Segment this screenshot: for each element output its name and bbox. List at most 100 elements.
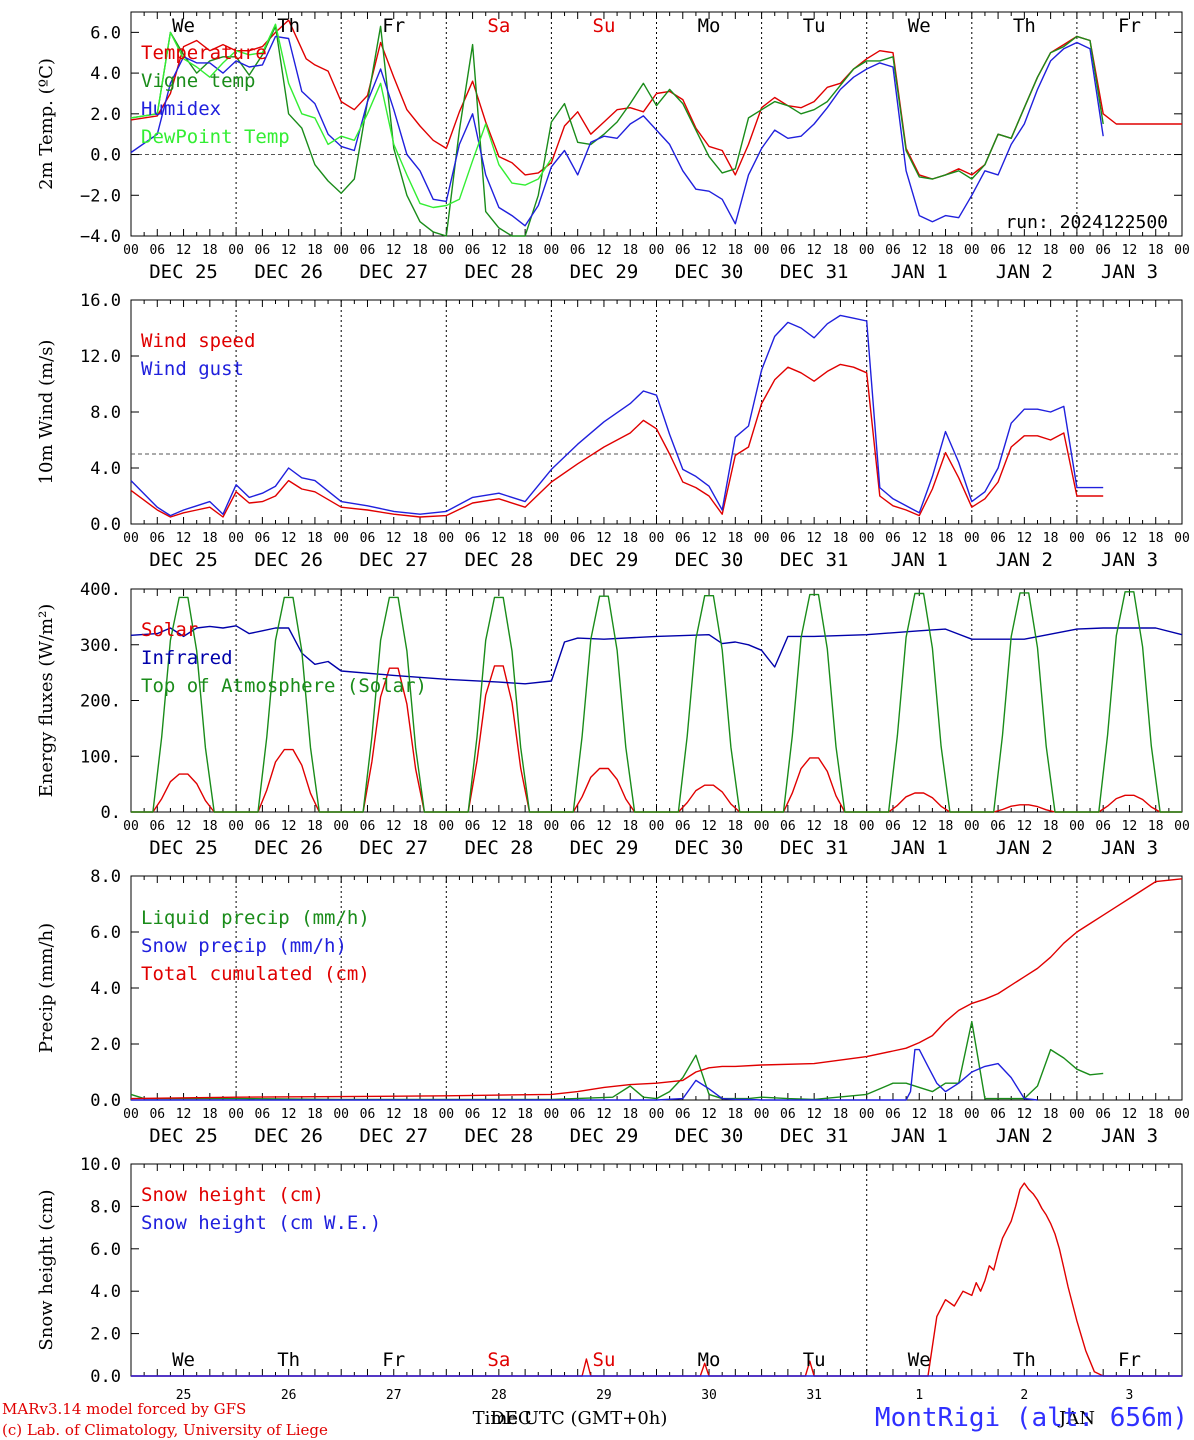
weekday-label: Fr xyxy=(1118,1349,1141,1371)
day-number: 30 xyxy=(701,1388,717,1403)
weekday-label: Tu xyxy=(803,1349,826,1371)
hour-tick-label: 00 xyxy=(754,531,770,546)
hour-tick-label: 18 xyxy=(412,819,428,834)
month-label-dec: DEC xyxy=(490,1408,531,1429)
panel-3: 0. 100. 200. 300. 400. Energy fluxes (W/m²) 00… xyxy=(36,580,1190,859)
hour-tick-label: 00 xyxy=(859,243,875,258)
hour-tick-label: 06 xyxy=(149,819,165,834)
hour-tick-label: 06 xyxy=(570,531,586,546)
lab-credit: (c) Lab. of Climatology, University of L… xyxy=(2,1421,328,1439)
day-label: DEC 26 xyxy=(254,549,323,571)
day-label: DEC 30 xyxy=(675,837,744,859)
day-label: DEC 30 xyxy=(675,261,744,283)
series-line-wind-gust xyxy=(130,314,1104,517)
day-number: 1 xyxy=(915,1388,923,1403)
legend-entry: Wind speed xyxy=(141,330,255,352)
hour-tick-label: 06 xyxy=(570,819,586,834)
station-name: MontRigi (alt: 656m) xyxy=(874,1403,1188,1433)
panel-1: −4.0 −2.0 0.0 2.0 4.0 6.0 2m Temp. (ºC) 00 06 12 1… xyxy=(36,11,1190,283)
hour-tick-label: 00 xyxy=(333,243,349,258)
hour-tick-label: 12 xyxy=(1122,819,1138,834)
hour-tick-label: 06 xyxy=(465,1107,481,1122)
hour-tick-label: 12 xyxy=(1122,243,1138,258)
hour-tick-label: 18 xyxy=(412,1107,428,1122)
hour-tick-label: 12 xyxy=(1017,819,1033,834)
legend-entry: Snow precip (mm/h) xyxy=(141,935,347,957)
hour-tick-label: 18 xyxy=(202,243,218,258)
day-label: DEC 31 xyxy=(780,1125,849,1147)
weekday-label: We xyxy=(172,15,195,37)
series-line-snow-height-cm- xyxy=(131,1182,1182,1377)
hour-tick-label: 12 xyxy=(281,1107,297,1122)
hour-tick-label: 06 xyxy=(465,819,481,834)
hour-tick-label: 00 xyxy=(228,819,244,834)
hour-tick-label: 12 xyxy=(806,1107,822,1122)
y-tick-label: 6.0 xyxy=(90,1240,121,1260)
legend-entry: Temperature xyxy=(141,42,267,64)
hour-tick-label: 18 xyxy=(727,1107,743,1122)
y-tick-label: 200. xyxy=(80,692,121,712)
hour-tick-label: 06 xyxy=(360,243,376,258)
hour-tick-label: 12 xyxy=(491,531,507,546)
hour-tick-label: 00 xyxy=(228,243,244,258)
hour-tick-label: 12 xyxy=(1122,1107,1138,1122)
panel-4: 0.0 2.0 4.0 6.0 8.0 Precip (mm/h) 00 06 12 18 00 06… xyxy=(36,867,1190,1147)
hour-tick-label: 00 xyxy=(964,531,980,546)
hour-tick-label: 00 xyxy=(859,1107,875,1122)
hour-tick-label: 00 xyxy=(1174,243,1190,258)
hour-tick-label: 12 xyxy=(806,243,822,258)
y-tick-label: 8.0 xyxy=(90,1197,121,1217)
hour-tick-label: 18 xyxy=(1148,819,1164,834)
day-label: DEC 27 xyxy=(359,837,428,859)
y-axis-label: 2m Temp. (ºC) xyxy=(36,58,57,190)
legend-entry: Wind gust xyxy=(141,358,244,380)
hour-tick-label: 12 xyxy=(911,243,927,258)
day-number: 27 xyxy=(386,1388,402,1403)
series-line-wind-speed xyxy=(130,363,1104,518)
series-line-liquid-precip-mm-h- xyxy=(130,1020,1104,1101)
hour-tick-label: 06 xyxy=(570,243,586,258)
day-label: DEC 31 xyxy=(780,549,849,571)
series-line-snow-precip-mm-h- xyxy=(131,1048,1038,1101)
day-label: DEC 26 xyxy=(254,1125,323,1147)
day-label: DEC 25 xyxy=(149,1125,218,1147)
y-tick-label: 8.0 xyxy=(90,867,121,887)
day-label: DEC 27 xyxy=(359,549,428,571)
hour-tick-label: 18 xyxy=(833,531,849,546)
weekday-label: Th xyxy=(1013,15,1036,37)
day-label: DEC 29 xyxy=(570,837,639,859)
hour-tick-label: 12 xyxy=(491,243,507,258)
hour-tick-label: 12 xyxy=(491,819,507,834)
hour-tick-label: 18 xyxy=(727,819,743,834)
series-line-top-of-atmosphere-solar- xyxy=(131,591,1182,813)
hour-tick-label: 06 xyxy=(465,243,481,258)
y-axis-label: Energy fluxes (W/m²) xyxy=(36,604,57,798)
hour-tick-label: 06 xyxy=(360,819,376,834)
y-tick-label: 4.0 xyxy=(90,979,121,999)
y-tick-label: 4.0 xyxy=(90,64,121,84)
y-tick-label: 10.0 xyxy=(80,1155,121,1175)
hour-tick-label: 18 xyxy=(202,1107,218,1122)
hour-tick-label: 00 xyxy=(333,819,349,834)
hour-tick-label: 18 xyxy=(727,243,743,258)
hour-tick-label: 12 xyxy=(1122,531,1138,546)
hour-tick-label: 12 xyxy=(1017,1107,1033,1122)
hour-tick-label: 06 xyxy=(149,531,165,546)
legend-entry: Humidex xyxy=(141,98,221,120)
hour-tick-label: 12 xyxy=(281,531,297,546)
hour-tick-label: 00 xyxy=(123,819,139,834)
y-tick-label: 100. xyxy=(80,747,121,767)
hour-tick-label: 18 xyxy=(517,1107,533,1122)
hour-tick-label: 00 xyxy=(333,1107,349,1122)
hour-tick-label: 00 xyxy=(544,1107,560,1122)
day-label: DEC 27 xyxy=(359,1125,428,1147)
y-tick-label: −4.0 xyxy=(80,227,121,247)
legend-entry: Solar xyxy=(141,619,198,641)
hour-tick-label: 12 xyxy=(911,531,927,546)
day-label: DEC 28 xyxy=(465,837,534,859)
y-tick-label: 4.0 xyxy=(90,1282,121,1302)
hour-tick-label: 06 xyxy=(1095,819,1111,834)
hour-tick-label: 00 xyxy=(544,243,560,258)
hour-tick-label: 06 xyxy=(149,243,165,258)
hour-tick-label: 06 xyxy=(780,243,796,258)
